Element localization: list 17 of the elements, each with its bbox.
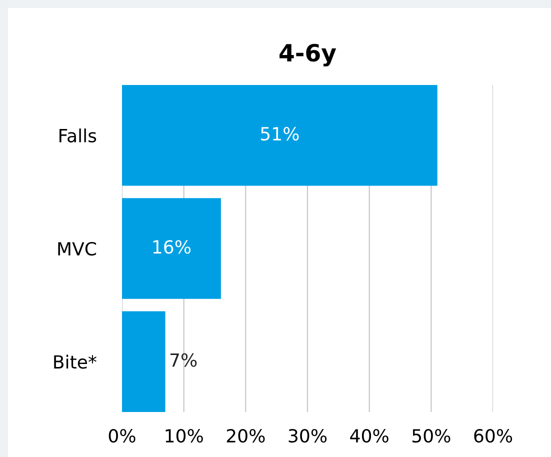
x-tick-label: 60%: [474, 428, 512, 443]
x-tick-label: 20%: [226, 428, 265, 443]
data-label: 7%: [170, 353, 197, 367]
x-tick-label: 30%: [288, 428, 327, 443]
bar: [122, 85, 438, 186]
chart-title: 4-6y: [280, 44, 336, 66]
y-tick-label: MVC: [58, 242, 96, 256]
x-tick-label: 50%: [412, 428, 450, 443]
x-tick-label: 40%: [350, 428, 388, 443]
y-tick-label: Bite*: [54, 354, 96, 369]
x-tick-label: 10%: [166, 428, 203, 443]
bar: [122, 198, 221, 299]
bar: [122, 311, 166, 412]
y-tick-label: Falls: [60, 128, 96, 142]
x-tick-label: 0%: [108, 428, 136, 443]
data-label: 51%: [261, 126, 299, 141]
data-label: 16%: [153, 240, 191, 254]
